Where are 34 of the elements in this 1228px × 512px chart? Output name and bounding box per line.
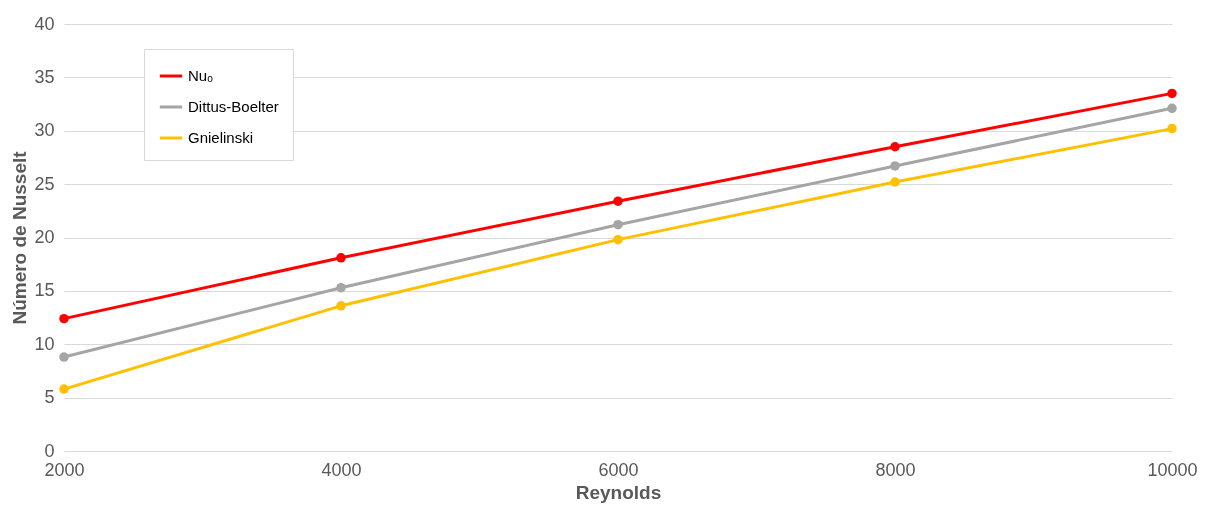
- y-tick-label: 35: [34, 66, 55, 87]
- point: [59, 313, 69, 324]
- y-tick-label: 0: [44, 440, 55, 461]
- legend-label: Gnielinski: [188, 129, 254, 146]
- y-axis-title: Número de Nusselt: [9, 150, 31, 325]
- point: [336, 301, 346, 311]
- y-tick-label: 15: [34, 280, 55, 301]
- legend-label: Dittus-Boelter: [188, 98, 279, 115]
- point: [336, 253, 346, 263]
- point: [890, 161, 900, 171]
- point: [1167, 123, 1177, 134]
- point: [1167, 88, 1177, 99]
- point: [890, 142, 900, 152]
- point: [890, 177, 900, 187]
- x-tick-label: 4000: [321, 459, 362, 480]
- point: [59, 352, 69, 362]
- point: [336, 282, 346, 293]
- y-tick-label: 30: [34, 120, 55, 141]
- x-tick-label: 2000: [44, 459, 85, 480]
- point: [613, 219, 623, 230]
- x-tick-label: 10000: [1147, 459, 1198, 480]
- y-tick-label: 10: [34, 333, 55, 354]
- point: [613, 196, 623, 206]
- y-tick-label: 5: [44, 387, 55, 408]
- x-tick-label: 6000: [598, 459, 639, 480]
- point: [613, 234, 623, 245]
- x-tick-label: 8000: [875, 459, 916, 480]
- point: [1167, 103, 1177, 114]
- x-axis-title: Reynolds: [575, 481, 662, 503]
- y-tick-label: 20: [34, 227, 55, 247]
- legend-label: Nuₒ: [188, 67, 214, 84]
- point: [59, 384, 69, 394]
- y-tick-label: 40: [34, 13, 55, 34]
- y-tick-label: 25: [34, 173, 55, 194]
